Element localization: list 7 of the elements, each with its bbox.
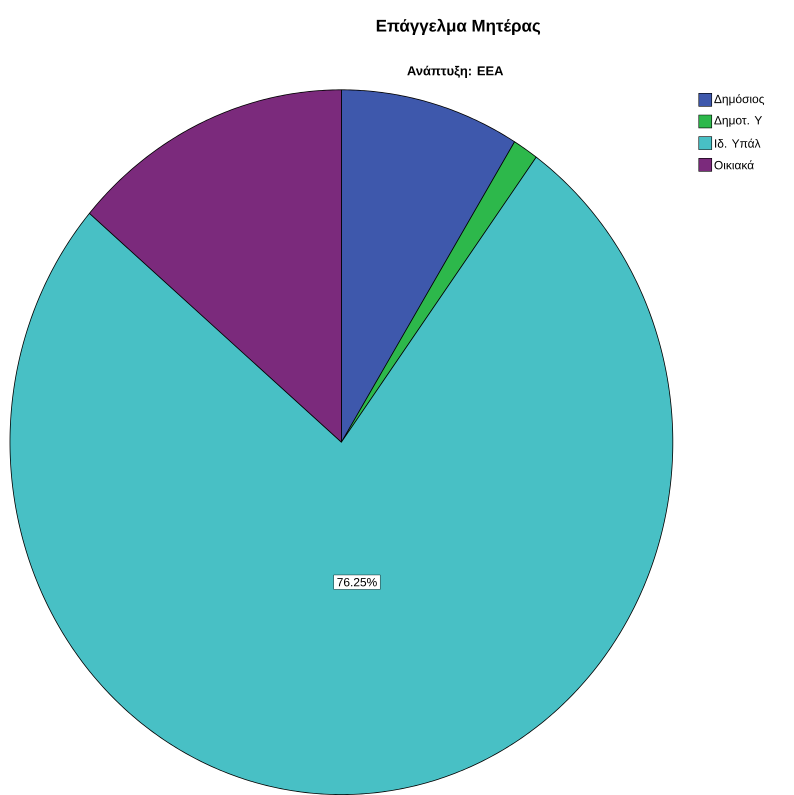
chart-title: Επάγγελμα Μητέρας [377, 18, 540, 36]
legend-label: Δημοτ. Υ [714, 116, 762, 127]
legend-label: Δημόσιος [714, 94, 764, 106]
slice-label: Ιδ. Υπάλ [715, 138, 761, 148]
legend-label: Οικιακά [714, 160, 754, 170]
data-label: 76.25% [338, 578, 377, 586]
chart-subtitle: Ανάπτυξη: ΕΕΑ [407, 66, 504, 78]
